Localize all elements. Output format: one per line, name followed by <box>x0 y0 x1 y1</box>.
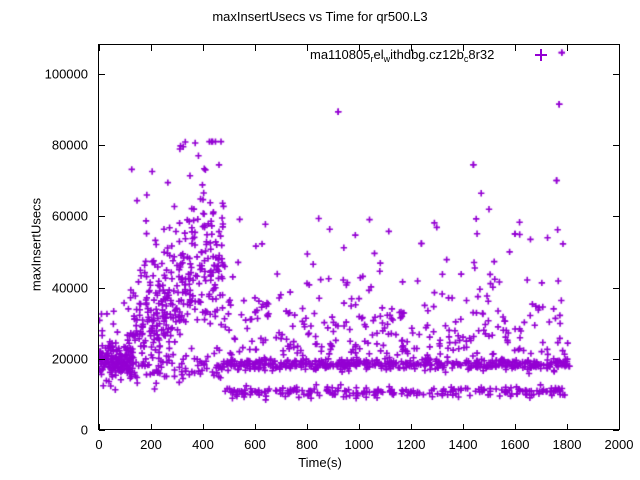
legend-name-part-6: 8r32 <box>468 47 495 62</box>
x-tick-label-1800: 1800 <box>552 437 582 452</box>
y-tick-mark-20000 <box>99 359 105 360</box>
x-tick-mark-1800 <box>567 424 568 430</box>
x-tick-mark-top-1000 <box>359 45 360 51</box>
y-tick-mark-80000 <box>99 145 105 146</box>
x-tick-mark-top-2000 <box>619 45 620 51</box>
legend-name-part-5: c <box>463 54 469 64</box>
legend-name-part-0: ma110805 <box>310 47 371 62</box>
y-tick-mark-right-40000 <box>613 288 619 289</box>
x-tick-label-0: 0 <box>95 437 103 452</box>
x-tick-mark-top-800 <box>307 45 308 51</box>
x-tick-mark-600 <box>255 424 256 430</box>
legend-name-part-2: el <box>373 47 384 62</box>
x-tick-label-1200: 1200 <box>396 437 426 452</box>
x-tick-mark-200 <box>151 424 152 430</box>
x-tick-mark-top-1600 <box>515 45 516 51</box>
x-tick-mark-400 <box>203 424 204 430</box>
y-tick-label-40000: 40000 <box>51 280 88 296</box>
legend-plus-marker-icon <box>534 48 548 62</box>
x-tick-mark-top-1400 <box>463 45 464 51</box>
x-tick-mark-1400 <box>463 424 464 430</box>
y-axis-label: maxInsertUsecs <box>28 197 44 292</box>
y-tick-label-100000: 100000 <box>44 66 88 82</box>
legend: ma110805relwithdbg.cz12bc8r32 <box>310 47 548 64</box>
x-tick-mark-1600 <box>515 424 516 430</box>
x-tick-label-800: 800 <box>296 437 318 452</box>
legend-series-label: ma110805relwithdbg.cz12bc8r32 <box>310 47 495 64</box>
x-tick-label-1600: 1600 <box>500 437 530 452</box>
scatter-plot-canvas <box>99 45 619 429</box>
y-tick-label-20000: 20000 <box>51 351 88 367</box>
x-tick-mark-top-0 <box>99 45 100 51</box>
y-tick-mark-60000 <box>99 216 105 217</box>
x-tick-mark-top-600 <box>255 45 256 51</box>
x-tick-mark-0 <box>99 424 100 430</box>
x-tick-mark-2000 <box>619 424 620 430</box>
legend-name-part-4: ithdbg.cz12b <box>390 47 464 62</box>
y-tick-label-0: 0 <box>80 422 88 438</box>
y-tick-mark-40000 <box>99 288 105 289</box>
page-title: maxInsertUsecs vs Time for qr500.L3 <box>212 9 428 24</box>
x-tick-label-200: 200 <box>140 437 162 452</box>
y-tick-label-80000: 80000 <box>51 137 88 153</box>
legend-name-part-3: w <box>383 54 391 64</box>
y-tick-mark-right-100000 <box>613 74 619 75</box>
x-tick-mark-800 <box>307 424 308 430</box>
y-tick-label-60000: 60000 <box>51 208 88 224</box>
x-tick-label-1400: 1400 <box>448 437 478 452</box>
x-tick-label-400: 400 <box>192 437 214 452</box>
x-tick-mark-top-200 <box>151 45 152 51</box>
y-tick-mark-0 <box>99 430 105 431</box>
x-tick-label-2000: 2000 <box>604 437 634 452</box>
x-axis-label: Time(s) <box>298 455 342 470</box>
y-tick-mark-right-0 <box>613 430 619 431</box>
y-tick-mark-right-60000 <box>613 216 619 217</box>
x-tick-label-600: 600 <box>244 437 266 452</box>
legend-name-part-1: r <box>370 54 374 64</box>
y-tick-mark-right-20000 <box>613 359 619 360</box>
x-tick-label-1000: 1000 <box>344 437 374 452</box>
x-tick-mark-1200 <box>411 424 412 430</box>
y-tick-mark-right-80000 <box>613 145 619 146</box>
x-tick-mark-top-400 <box>203 45 204 51</box>
plot-area <box>98 44 620 430</box>
y-tick-mark-100000 <box>99 74 105 75</box>
x-tick-mark-top-1800 <box>567 45 568 51</box>
x-tick-mark-top-1200 <box>411 45 412 51</box>
x-tick-mark-1000 <box>359 424 360 430</box>
